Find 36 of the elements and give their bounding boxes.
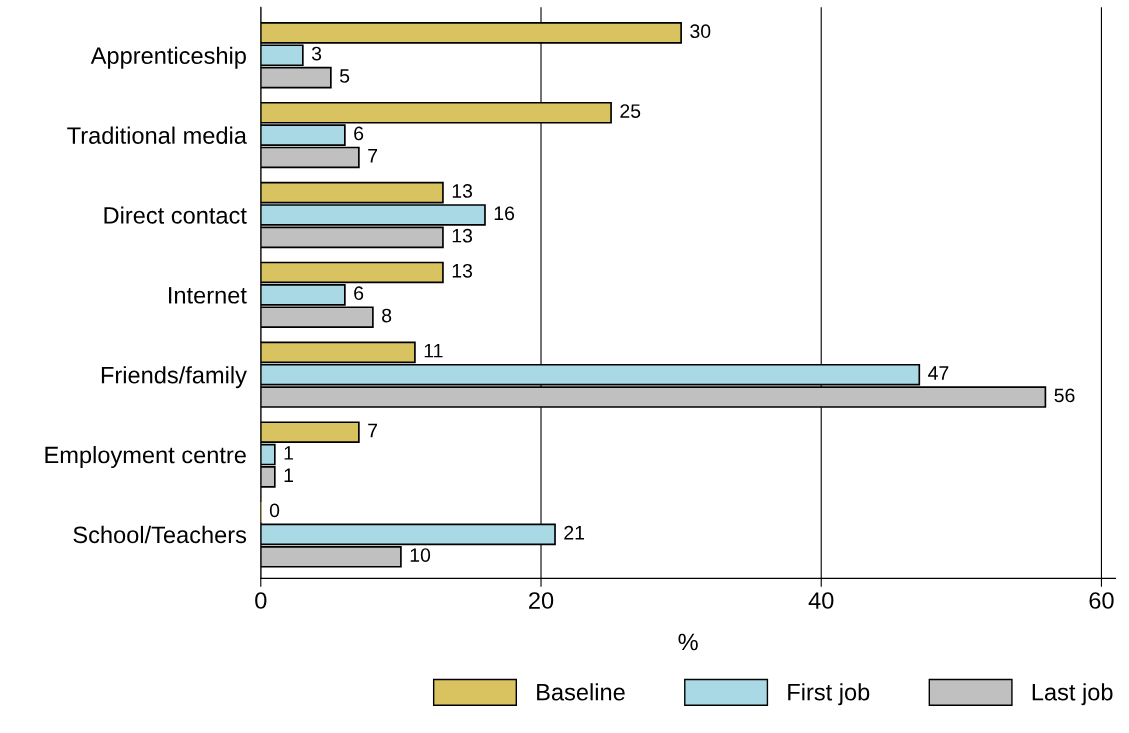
data-label: 30 (690, 24, 711, 39)
data-label: 3 (311, 46, 322, 61)
data-label: 7 (368, 149, 378, 163)
y-tick-label: School/Teachers (73, 525, 247, 544)
x-tick-label: 20 (529, 592, 554, 609)
data-label: 5 (339, 69, 350, 83)
data-label: 6 (354, 126, 364, 141)
data-label: 1 (284, 446, 294, 460)
data-label: 21 (564, 525, 585, 540)
data-label: 47 (928, 366, 949, 380)
data-label: 6 (354, 286, 364, 301)
legend-label: Baseline (537, 683, 625, 701)
data-label: 7 (368, 423, 378, 438)
data-label: 0 (269, 503, 280, 518)
data-label: 1 (284, 468, 294, 482)
x-axis-title: % (678, 633, 698, 651)
y-tick-label: Direct contact (104, 206, 247, 224)
x-tick-label: 40 (808, 592, 834, 609)
data-label: 13 (452, 263, 473, 278)
x-tick-label: 0 (255, 592, 267, 609)
y-tick-label: Apprenticeship (90, 46, 246, 69)
x-tick-label: 60 (1089, 592, 1114, 609)
data-label: 10 (410, 548, 431, 562)
data-label: 11 (424, 343, 443, 358)
y-tick-label: Internet (169, 287, 247, 304)
data-label: 13 (452, 228, 473, 243)
y-tick-label: Friends/family (101, 366, 247, 389)
data-label: 56 (1054, 388, 1075, 403)
data-label: 8 (382, 308, 392, 323)
legend-label: Last job (1032, 683, 1113, 706)
data-label: 25 (620, 104, 641, 118)
data-label: 13 (452, 184, 473, 198)
data-label: 16 (494, 206, 515, 221)
y-tick-label: Traditional media (67, 126, 247, 144)
legend-label: First job (788, 683, 870, 706)
y-tick-label: Employment centre (45, 446, 246, 469)
